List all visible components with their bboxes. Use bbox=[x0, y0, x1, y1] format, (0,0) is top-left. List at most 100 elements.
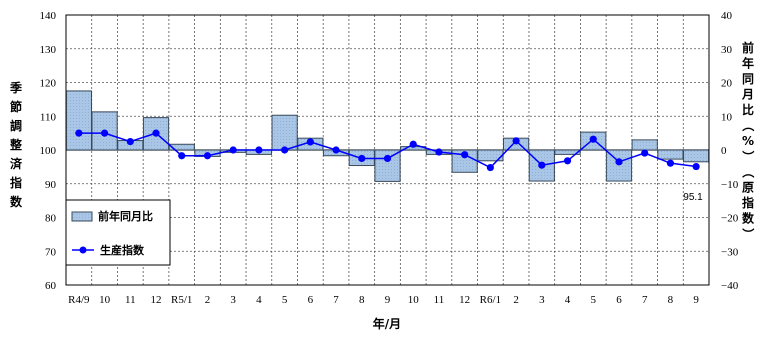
right-axis-ticks: 40 30 20 10 0 −10 −20 −30 −40 bbox=[721, 10, 739, 292]
yoy-bar bbox=[168, 143, 195, 151]
index-point bbox=[306, 138, 314, 146]
yoy-bar bbox=[374, 149, 401, 182]
x-tick-label: 6 bbox=[616, 294, 622, 306]
right-tick-label: 20 bbox=[721, 78, 733, 90]
right-title-char: 数 bbox=[742, 211, 755, 226]
index-point bbox=[383, 154, 392, 163]
index-point bbox=[281, 146, 289, 154]
x-tick-label: 5 bbox=[282, 294, 288, 306]
left-tick-label: 100 bbox=[40, 145, 57, 157]
index-point bbox=[461, 151, 469, 159]
grid-lines bbox=[66, 15, 709, 285]
right-title-char: ） bbox=[741, 228, 756, 240]
index-point bbox=[332, 146, 340, 154]
x-tick-label: 2 bbox=[513, 294, 519, 306]
index-point bbox=[641, 149, 649, 157]
index-point bbox=[178, 152, 186, 160]
index-point bbox=[435, 148, 443, 156]
index-point bbox=[666, 159, 675, 167]
x-tick-label: R5/1 bbox=[171, 294, 192, 306]
right-tick-label: −40 bbox=[721, 280, 739, 292]
x-tick-label: 8 bbox=[359, 294, 365, 306]
left-title-char: 数 bbox=[10, 194, 23, 209]
right-title-char: % bbox=[742, 134, 754, 148]
x-tick-label: 3 bbox=[230, 294, 236, 306]
x-tick-label: 10 bbox=[99, 294, 111, 306]
right-title-char: 年 bbox=[742, 56, 754, 71]
right-tick-label: −10 bbox=[721, 179, 739, 191]
x-tick-label: 7 bbox=[333, 294, 339, 306]
right-title-char: 前 bbox=[742, 40, 754, 55]
left-title-char: 調 bbox=[10, 118, 22, 133]
left-tick-label: 60 bbox=[45, 280, 57, 292]
legend-bar-label: 前年同月比 bbox=[98, 209, 153, 223]
right-title-char: （ bbox=[741, 119, 756, 131]
left-axis-ticks: 140 130 120 110 100 90 80 70 60 bbox=[40, 10, 57, 292]
legend-box bbox=[65, 199, 171, 266]
index-point bbox=[692, 162, 700, 171]
right-title-char: 同 bbox=[742, 72, 754, 86]
index-point bbox=[203, 152, 212, 160]
legend-line-marker bbox=[79, 246, 87, 254]
x-tick-label: 12 bbox=[151, 294, 162, 306]
right-title-char: ） bbox=[741, 150, 756, 162]
x-tick-label: 11 bbox=[125, 294, 136, 306]
left-title-char: 済 bbox=[10, 156, 23, 171]
right-title-char: 原 bbox=[742, 181, 754, 195]
index-point bbox=[358, 154, 366, 163]
yoy-bar bbox=[271, 114, 298, 151]
left-tick-label: 70 bbox=[45, 246, 57, 258]
x-tick-label: R4/9 bbox=[68, 294, 90, 306]
index-point bbox=[615, 158, 623, 166]
left-title-char: 整 bbox=[9, 137, 22, 152]
left-tick-label: 120 bbox=[40, 78, 57, 90]
right-tick-label: −20 bbox=[721, 213, 739, 225]
right-tick-label: 30 bbox=[721, 44, 733, 56]
x-axis-ticks: R4/9 10 11 12 R5/1 2 3 4 5 6 7 8 9 10 11 12 R6/1 2 3 4 5 6 7 8 9 bbox=[68, 294, 699, 306]
index-point bbox=[255, 146, 263, 154]
right-title-char: （ bbox=[741, 166, 756, 178]
right-title-char: 指 bbox=[742, 195, 754, 210]
right-tick-label: 10 bbox=[721, 111, 733, 123]
x-tick-label: 7 bbox=[642, 294, 648, 306]
index-point bbox=[563, 157, 572, 165]
x-tick-label: 11 bbox=[434, 294, 445, 306]
index-point bbox=[512, 137, 520, 145]
index-point bbox=[100, 129, 109, 137]
left-title-char: 季 bbox=[9, 80, 23, 95]
x-tick-label: 2 bbox=[205, 294, 211, 306]
legend: 前年同月比 生産指数 bbox=[65, 199, 171, 266]
index-point bbox=[486, 163, 494, 172]
x-tick-label: 8 bbox=[668, 294, 674, 306]
x-tick-label: 3 bbox=[539, 294, 545, 306]
yoy-bars bbox=[65, 90, 710, 182]
index-point bbox=[75, 129, 83, 137]
index-point bbox=[589, 135, 597, 143]
index-point bbox=[538, 161, 546, 169]
yoy-bar bbox=[683, 149, 710, 163]
left-tick-label: 140 bbox=[40, 10, 57, 22]
plot-frame bbox=[65, 14, 710, 286]
right-tick-label: 40 bbox=[721, 10, 733, 22]
x-tick-label: 12 bbox=[459, 294, 470, 306]
left-tick-label: 80 bbox=[45, 213, 57, 225]
left-title-char: 節 bbox=[10, 99, 22, 114]
index-point bbox=[229, 146, 237, 154]
right-axis-title: 前年同月比 （% ） （ 原指数 ） bbox=[741, 40, 756, 240]
right-title-char: 月 bbox=[741, 88, 754, 102]
yoy-bar bbox=[631, 139, 658, 151]
x-tick-label: 5 bbox=[591, 294, 597, 306]
x-tick-label: R6/1 bbox=[480, 294, 501, 306]
x-axis-title: 年/月 bbox=[373, 316, 401, 331]
index-point bbox=[126, 137, 134, 146]
legend-line-label: 生産指数 bbox=[100, 243, 145, 257]
x-tick-label: 9 bbox=[693, 294, 699, 306]
right-tick-label: 0 bbox=[721, 145, 727, 157]
yoy-bar bbox=[65, 90, 92, 151]
yoy-bar bbox=[657, 149, 684, 160]
x-tick-label: 9 bbox=[385, 294, 391, 306]
x-tick-label: 4 bbox=[256, 294, 262, 306]
x-tick-label: 10 bbox=[408, 294, 420, 306]
